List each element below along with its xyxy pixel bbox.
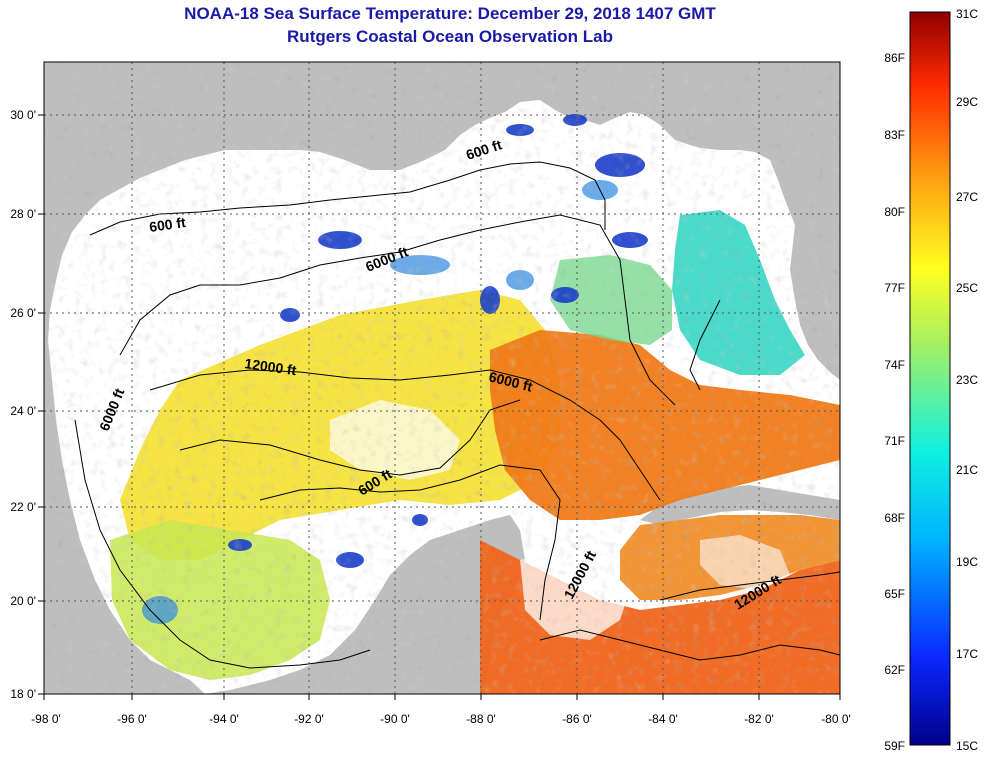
lat-tick-label: 30 0' — [10, 108, 36, 122]
tick-marks — [38, 114, 841, 700]
lon-tick-label: -94 0' — [209, 712, 239, 726]
colorbar-f-label: 65F — [884, 587, 905, 601]
colorbar-f-label: 68F — [884, 511, 905, 525]
page-subtitle: Rutgers Coastal Ocean Observation Lab — [287, 27, 613, 46]
colorbar-c-label: 15C — [956, 739, 978, 753]
lon-tick-label: -92 0' — [294, 712, 324, 726]
contour-label: 600 ft — [148, 214, 187, 235]
page-title: NOAA-18 Sea Surface Temperature: Decembe… — [184, 4, 716, 23]
lat-tick-label: 28 0' — [10, 207, 36, 221]
lon-tick-label: -82 0' — [744, 712, 774, 726]
lat-tick-label: 26 0' — [10, 306, 36, 320]
lon-tick-label: -96 0' — [117, 712, 147, 726]
colorbar-c-label: 27C — [956, 190, 978, 204]
lon-tick-label: -88 0' — [466, 712, 496, 726]
colorbar-f-label: 77F — [884, 281, 905, 295]
lon-tick-label: -86 0' — [562, 712, 592, 726]
colorbar-c-label: 31C — [956, 7, 978, 21]
lat-tick-label: 24 0' — [10, 404, 36, 418]
sst-field — [44, 62, 840, 694]
lat-tick-label: 22 0' — [10, 500, 36, 514]
colorbar-celsius-labels: 31C 29C 27C 25C 23C 21C 19C 17C 15C — [956, 7, 978, 753]
lat-tick-label: 20 0' — [10, 594, 36, 608]
colorbar-c-label: 19C — [956, 555, 978, 569]
colorbar-f-label: 80F — [884, 205, 905, 219]
contour-label: 12000 ft — [244, 355, 298, 378]
lon-tick-label: -80 0' — [821, 712, 851, 726]
colorbar-c-label: 23C — [956, 373, 978, 387]
latitude-labels: 30 0' 28 0' 26 0' 24 0' 22 0' 20 0' 18 0… — [10, 108, 36, 701]
colorbar-f-label: 74F — [884, 358, 905, 372]
lon-tick-label: -90 0' — [380, 712, 410, 726]
colorbar-c-label: 25C — [956, 281, 978, 295]
graticule — [44, 62, 840, 694]
lon-tick-label: -84 0' — [648, 712, 678, 726]
colorbar-f-label: 83F — [884, 128, 905, 142]
lat-tick-label: 18 0' — [10, 687, 36, 701]
colorbar-f-label: 62F — [884, 663, 905, 677]
colorbar-c-label: 29C — [956, 95, 978, 109]
bathymetry-contours — [74, 161, 840, 669]
colorbar-fahrenheit-labels: 86F 83F 80F 77F 74F 71F 68F 65F 62F 59F — [884, 51, 905, 753]
colorbar-c-label: 21C — [956, 463, 978, 477]
colorbar-f-label: 86F — [884, 51, 905, 65]
colorbar-f-label: 59F — [884, 739, 905, 753]
longitude-labels: -98 0' -96 0' -94 0' -92 0' -90 0' -88 0… — [31, 712, 851, 726]
colorbar-f-label: 71F — [884, 434, 905, 448]
colorbar — [909, 11, 951, 746]
map-frame — [43, 61, 841, 695]
lon-tick-label: -98 0' — [31, 712, 61, 726]
colorbar-c-label: 17C — [956, 647, 978, 661]
